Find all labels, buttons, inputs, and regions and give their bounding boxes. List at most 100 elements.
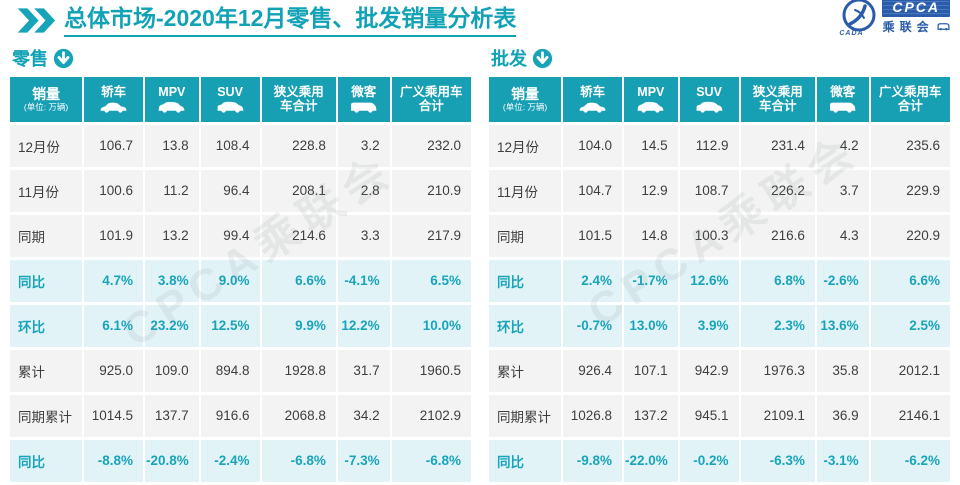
- wholesale-section-header: 批发: [491, 46, 950, 71]
- value-cell: -0.2%: [679, 439, 739, 482]
- table-row: 12月份 106.7 13.8 108.4 228.8 3.2 232.0: [10, 124, 471, 167]
- value-cell: 6.5%: [391, 259, 471, 302]
- value-cell: -6.8%: [391, 439, 471, 482]
- value-cell: 2068.8: [261, 394, 336, 437]
- row-label-cell: 环比: [489, 304, 562, 347]
- value-cell: 2109.1: [740, 394, 815, 437]
- row-label-cell: 同期: [10, 214, 83, 257]
- value-cell: -6.2%: [870, 439, 950, 482]
- down-arrow-circle-icon: [532, 48, 553, 69]
- column-header-sedan: 轿车: [563, 76, 623, 122]
- value-cell: -4.1%: [337, 259, 390, 302]
- wholesale-section-title: 批发: [491, 49, 527, 70]
- row-label-cell: 累计: [10, 349, 83, 392]
- value-cell: 208.1: [261, 169, 336, 212]
- value-cell: 99.4: [200, 214, 260, 257]
- value-cell: 13.2: [145, 214, 199, 257]
- table-row: 环比 6.1% 23.2% 12.5% 9.9% 12.2% 10.0%: [10, 304, 471, 347]
- value-cell: 10.0%: [391, 304, 471, 347]
- page-title-bold: 总体市场: [64, 5, 156, 31]
- table-row: 同期累计 1026.8 137.2 945.1 2109.1 36.9 2146.1: [489, 394, 950, 437]
- value-cell: 13.8: [145, 124, 199, 167]
- value-cell: 2102.9: [391, 394, 471, 437]
- suv-icon: [686, 100, 733, 114]
- value-cell: 235.6: [870, 124, 950, 167]
- value-cell: 108.4: [200, 124, 260, 167]
- value-cell: 31.7: [337, 349, 390, 392]
- value-cell: 100.3: [679, 214, 739, 257]
- value-cell: 100.6: [84, 169, 144, 212]
- page-title: 总体市场-2020年12月零售、批发销量分析表: [64, 4, 517, 37]
- column-header-minibus: 微客: [816, 76, 869, 122]
- value-cell: 137.2: [624, 394, 678, 437]
- table-row: 同比 2.4% -1.7% 12.6% 6.8% -2.6% 6.6%: [489, 259, 950, 302]
- cpca-wordmark: CPCA: [882, 0, 950, 17]
- row-label-cell: 环比: [10, 304, 83, 347]
- value-cell: 3.2: [337, 124, 390, 167]
- column-header-minibus: 微客: [337, 76, 390, 122]
- title-bar: 总体市场-2020年12月零售、批发销量分析表 CADA CPCA 乘联会: [0, 0, 960, 37]
- wholesale-sales-table: 销量 (单位: 万辆) 轿车 MPV SUV 狭义乘用车合计 微客 广义乘用车合计 12月份 10…: [487, 74, 952, 485]
- column-header-total-5: 广义乘用车合计: [870, 76, 950, 122]
- value-cell: 13.0%: [624, 304, 678, 347]
- value-cell: 106.7: [84, 124, 144, 167]
- value-cell: 925.0: [84, 349, 144, 392]
- value-cell: 96.4: [200, 169, 260, 212]
- value-cell: 226.2: [740, 169, 815, 212]
- value-cell: 13.6%: [816, 304, 869, 347]
- value-cell: 9.0%: [200, 259, 260, 302]
- value-cell: 34.2: [337, 394, 390, 437]
- value-cell: 101.5: [563, 214, 623, 257]
- row-label-cell: 12月份: [489, 124, 562, 167]
- value-cell: 14.8: [624, 214, 678, 257]
- minibus-icon: [344, 100, 384, 114]
- wholesale-panel: 批发 销量 (单位: 万辆) 轿车 MPV SUV 狭义乘用车合计 微客 广义乘用车合计 12月…: [489, 46, 950, 485]
- value-cell: -3.1%: [816, 439, 869, 482]
- table-row: 累计 926.4 107.1 942.9 1976.3 35.8 2012.1: [489, 349, 950, 392]
- table-row: 11月份 100.6 11.2 96.4 208.1 2.8 210.9: [10, 169, 471, 212]
- value-cell: 11.2: [145, 169, 199, 212]
- column-header-sedan: 轿车: [84, 76, 144, 122]
- table-row: 同比 -8.8% -20.8% -2.4% -6.8% -7.3% -6.8%: [10, 439, 471, 482]
- value-cell: 942.9: [679, 349, 739, 392]
- value-cell: 3.9%: [679, 304, 739, 347]
- mini-car-icon: [937, 22, 950, 31]
- value-cell: -2.4%: [200, 439, 260, 482]
- value-cell: 137.7: [145, 394, 199, 437]
- value-cell: -0.7%: [563, 304, 623, 347]
- value-cell: 101.9: [84, 214, 144, 257]
- cpca-emblem-icon: CADA: [839, 0, 879, 37]
- value-cell: 1026.8: [563, 394, 623, 437]
- value-cell: 4.3: [816, 214, 869, 257]
- value-cell: 2.3%: [740, 304, 815, 347]
- value-cell: 12.2%: [337, 304, 390, 347]
- table-row: 同期累计 1014.5 137.7 916.6 2068.8 34.2 2102.9: [10, 394, 471, 437]
- retail-section-title: 零售: [12, 49, 48, 70]
- tables-row: 零售 销量 (单位: 万辆) 轿车 MPV SUV 狭义乘用车合计 微客 广义乘用车合计 12月…: [0, 46, 960, 485]
- sedan-icon: [569, 100, 616, 114]
- row-label-cell: 同期累计: [489, 394, 562, 437]
- row-label-cell: 同期: [489, 214, 562, 257]
- row-label-cell: 累计: [489, 349, 562, 392]
- volume-header-cell: 销量 (单位: 万辆): [489, 76, 562, 122]
- value-cell: -6.3%: [740, 439, 815, 482]
- value-cell: 214.6: [261, 214, 336, 257]
- value-cell: 216.6: [740, 214, 815, 257]
- value-cell: -7.3%: [337, 439, 390, 482]
- value-cell: 108.7: [679, 169, 739, 212]
- value-cell: 2.4%: [563, 259, 623, 302]
- value-cell: 104.7: [563, 169, 623, 212]
- value-cell: 228.8: [261, 124, 336, 167]
- cpca-logo: CADA CPCA 乘联会: [839, 0, 950, 37]
- association-name: 乘联会: [883, 18, 950, 35]
- down-arrow-circle-icon: [53, 48, 74, 69]
- value-cell: 6.1%: [84, 304, 144, 347]
- table-row: 12月份 104.0 14.5 112.9 231.4 4.2 235.6: [489, 124, 950, 167]
- value-cell: 9.9%: [261, 304, 336, 347]
- value-cell: 112.9: [679, 124, 739, 167]
- value-cell: 35.8: [816, 349, 869, 392]
- table-row: 同期 101.5 14.8 100.3 216.6 4.3 220.9: [489, 214, 950, 257]
- double-chevron-icon: [16, 7, 56, 34]
- mpv-icon: [630, 100, 672, 114]
- table-row: 同比 -9.8% -22.0% -0.2% -6.3% -3.1% -6.2%: [489, 439, 950, 482]
